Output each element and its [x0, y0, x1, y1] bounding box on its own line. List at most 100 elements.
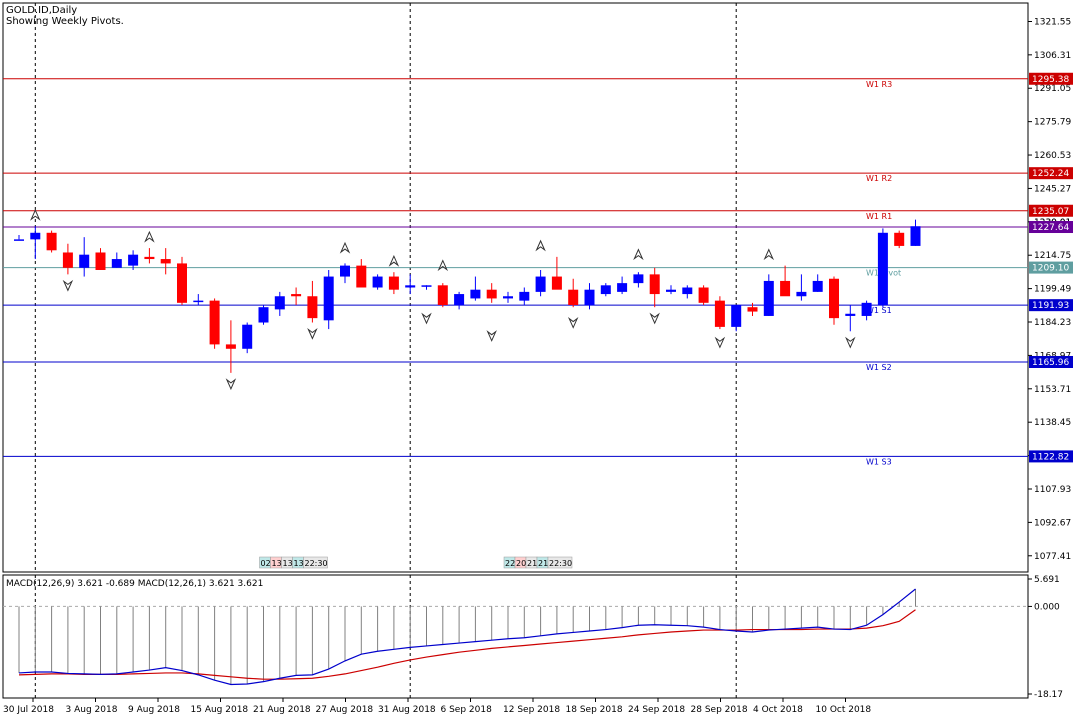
pivot-price-tag: [1029, 72, 1073, 85]
pivot-price-tag: [1029, 204, 1073, 217]
price-axis-label: 1291.05: [1034, 84, 1071, 94]
price-axis-label: 1107.93: [1034, 485, 1071, 495]
price-axis-label: 1275.79: [1034, 118, 1071, 128]
current-price-tag: [1029, 221, 1073, 234]
candle-body: [160, 259, 171, 264]
pivot-name: W1 S2: [866, 363, 892, 372]
candle-body: [666, 289, 676, 292]
candle-body: [356, 265, 367, 288]
candle-body: [649, 274, 660, 295]
pivot-name: W1 R2: [866, 174, 892, 183]
session-timer-text: 13:: [294, 559, 307, 568]
pivot-price-label: 1295.38: [1032, 75, 1069, 85]
pivot-price-label: 1191.93: [1032, 301, 1069, 311]
candle-body: [763, 280, 774, 316]
pivot-name: W1 S3: [866, 457, 892, 466]
session-timer-text: 13:: [283, 559, 296, 568]
fractal-up-arrow: [339, 241, 351, 254]
x-axis-label: 30 Jul 2018: [3, 705, 54, 715]
x-axis-label: 21 Aug 2018: [253, 705, 311, 715]
pivot-price-tag: [1029, 299, 1073, 312]
candle-body: [62, 252, 73, 268]
pivot-price-label: 1165.96: [1032, 358, 1069, 368]
candle-body: [421, 285, 432, 287]
x-axis-label: 6 Sep 2018: [441, 705, 493, 715]
candle-body: [714, 300, 725, 327]
candle-body: [910, 226, 921, 246]
session-timer-text: 02:: [261, 559, 274, 568]
session-timer-text: 20:: [516, 559, 529, 568]
candle-body: [600, 285, 611, 295]
macd-axis-label: 5.691: [1034, 575, 1060, 585]
candle-body: [829, 278, 839, 319]
fractal-down-arrow: [567, 317, 579, 329]
fractal-up-arrow: [633, 248, 644, 261]
macd-signal-line: [18, 609, 916, 680]
fractal-down-arrow: [486, 330, 497, 342]
fractal-down-arrow: [421, 312, 432, 325]
session-timer-text: 22:: [505, 559, 518, 568]
pivot-name: W1 R3: [866, 80, 892, 89]
price-axis-label: 1153.71: [1034, 385, 1071, 395]
session-timer-text: 13:: [272, 559, 285, 568]
price-plot-frame: [2, 2, 1029, 573]
candle-body: [79, 254, 90, 268]
candle-body: [747, 307, 758, 312]
x-axis-label: 31 Aug 2018: [378, 705, 436, 715]
candle-body: [633, 274, 644, 284]
candle-body: [193, 300, 204, 303]
candle-body: [307, 296, 318, 319]
x-axis-label: 4 Oct 2018: [753, 705, 803, 715]
macd-plot-frame: [2, 574, 1029, 699]
candle-body: [437, 285, 448, 306]
pivot-price-tag: [1029, 261, 1073, 274]
macd-legend: MACD(12,26,9) 3.621 -0.689 MACD(12,26,1)…: [6, 579, 263, 589]
fractal-up-arrow: [535, 239, 546, 252]
candle-body: [405, 285, 416, 288]
candle-body: [454, 294, 465, 306]
x-axis-label: 3 Aug 2018: [66, 705, 118, 715]
candle-body: [128, 254, 139, 266]
session-timer-cell: [303, 556, 328, 569]
price-axis-label: 1092.67: [1034, 518, 1071, 528]
candle-body: [796, 291, 807, 297]
pivot-price-tag: [1029, 355, 1073, 368]
x-axis-label: 27 Aug 2018: [316, 705, 374, 715]
macd-axis-label: -18.17: [1034, 690, 1063, 700]
candle-body: [812, 280, 823, 292]
fractal-up-arrow: [437, 259, 449, 272]
fractal-down-arrow: [845, 336, 856, 349]
x-axis-label: 24 Sep 2018: [628, 705, 685, 715]
x-axis-label: 15 Aug 2018: [191, 705, 249, 715]
candle-body: [340, 265, 350, 277]
fractal-down-arrow: [649, 312, 660, 325]
price-axis-label: 1199.49: [1034, 285, 1071, 295]
x-axis-label: 28 Sep 2018: [691, 705, 748, 715]
candle-body: [551, 276, 562, 290]
session-timer-text: 21:: [527, 559, 540, 568]
candle-body: [323, 276, 334, 321]
candle-body: [568, 289, 579, 306]
candle-body: [780, 280, 791, 297]
fractal-up-arrow: [388, 254, 400, 267]
candle-body: [617, 283, 628, 292]
candle-body: [519, 291, 530, 301]
candle-body: [584, 289, 595, 306]
indicator-note: Showing Weekly Pivots.: [6, 16, 124, 27]
fractal-down-arrow: [225, 378, 237, 391]
session-timer-cell: [547, 556, 573, 569]
candle-body: [95, 252, 106, 270]
candle-body: [877, 232, 888, 306]
candle-body: [470, 289, 481, 299]
candle-body: [14, 239, 24, 241]
candle-body: [503, 296, 513, 299]
candle-body: [177, 263, 187, 303]
session-timer-text: 22:30: [305, 559, 328, 568]
candle-body: [291, 294, 302, 297]
candle-body: [46, 232, 57, 251]
pivot-price-label: 1252.24: [1032, 169, 1069, 179]
fractal-up-arrow: [30, 208, 41, 221]
pivot-price-tag: [1029, 167, 1073, 180]
